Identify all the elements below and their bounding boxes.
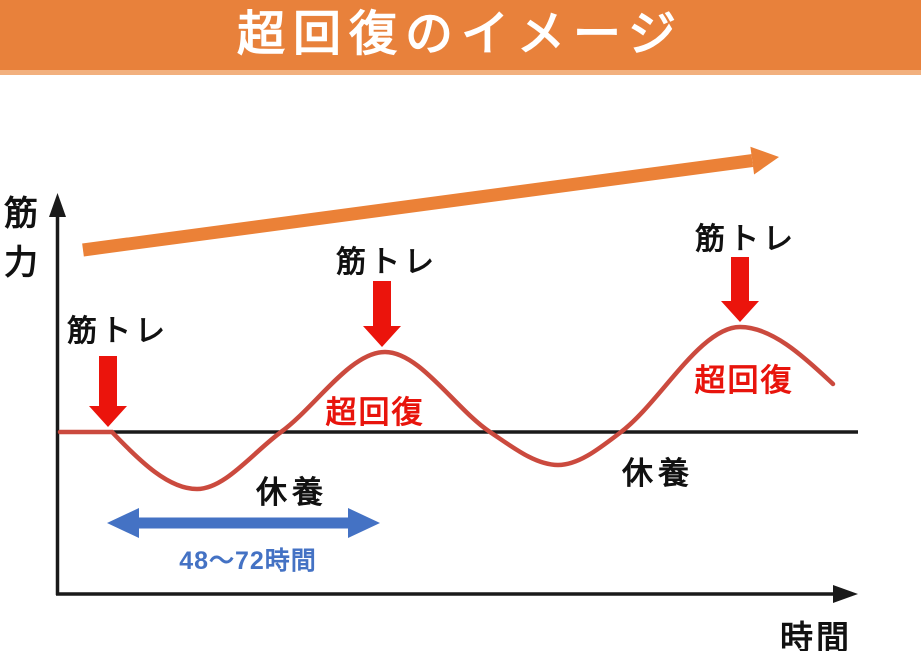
training-label-1: 筋トレ xyxy=(67,315,169,348)
training-arrow-3-icon xyxy=(721,257,759,322)
training-arrow-1-icon xyxy=(89,356,127,427)
training-arrows xyxy=(89,257,759,427)
rest-label-1: 休養 xyxy=(256,475,328,510)
trend-arrow xyxy=(82,146,779,257)
title-banner: 超回復のイメージ xyxy=(0,0,921,75)
x-axis-label: 時間 xyxy=(780,619,852,651)
training-arrow-2-icon xyxy=(363,281,401,347)
supercompensation-label-2: 超回復 xyxy=(694,363,794,398)
y-axis-arrowhead-icon xyxy=(49,193,66,217)
supercompensation-label-1: 超回復 xyxy=(325,395,425,430)
y-axis-label: 筋力 xyxy=(4,195,38,283)
rest-label-2: 休養 xyxy=(622,456,694,491)
training-label-3: 筋トレ xyxy=(695,223,797,256)
x-axis-arrowhead-icon xyxy=(833,585,858,603)
recovery-window-arrow xyxy=(107,508,380,538)
page-title: 超回復のイメージ xyxy=(236,8,685,61)
trend-arrowhead-icon xyxy=(750,146,779,175)
training-label-2: 筋トレ xyxy=(336,246,438,279)
recovery-curve xyxy=(57,324,836,492)
axes xyxy=(49,193,858,603)
recovery-window-label: 48〜72時間 xyxy=(179,547,317,575)
trend-arrow-shaft xyxy=(82,154,754,257)
